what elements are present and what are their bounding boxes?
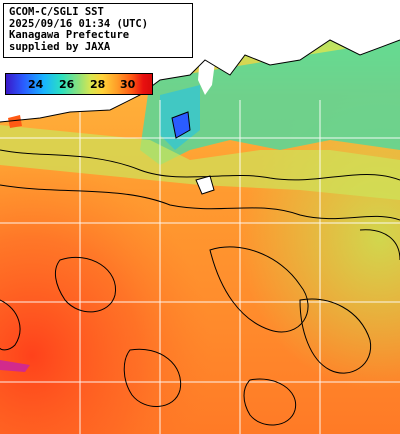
- transition-band: [0, 125, 400, 200]
- color-scale-tick-26: 26: [59, 78, 75, 91]
- land-boso-peninsula: [330, 0, 400, 20]
- caption-line-credit: supplied by JAXA: [9, 40, 111, 53]
- land-small-island: [8, 115, 22, 128]
- color-scale-tick-28: 28: [90, 78, 106, 91]
- color-scale-tick-24: 24: [28, 78, 44, 91]
- contour-lines: [0, 39, 400, 426]
- no-data-patch-west: [0, 360, 30, 372]
- color-scale-tick-30: 30: [120, 78, 136, 91]
- bay-coldest-water: [172, 112, 190, 138]
- caption-box: GCOM-C/SGLI SST 2025/09/16 01:34 (UTC) K…: [3, 3, 193, 58]
- caption-line-datetime: 2025/09/16 01:34 (UTC): [9, 17, 149, 30]
- color-scale-bar: 24 26 28 30: [5, 73, 153, 95]
- land-miura-peninsula: [198, 55, 215, 95]
- caption-line-region: Kanagawa Prefecture: [9, 29, 130, 41]
- caption-line-sensor: GCOM-C/SGLI SST: [9, 6, 104, 18]
